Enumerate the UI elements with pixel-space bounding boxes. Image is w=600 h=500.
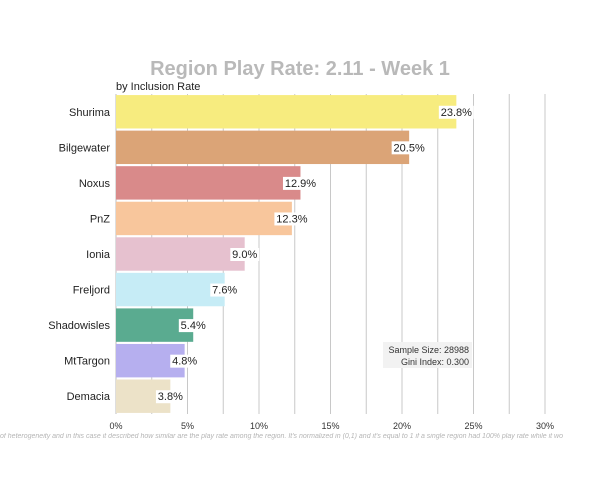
value-label: 4.8% [172,356,197,368]
x-tick-label: 15% [321,421,339,431]
bar [116,130,410,165]
value-label: 7.6% [212,285,237,297]
chart-subtitle: by Inclusion Rate [116,81,201,93]
bars [116,95,457,413]
value-label-bg [274,212,310,226]
value-label: 23.8% [441,107,472,119]
x-tick-label: 30% [536,421,554,431]
value-label-bg [210,283,240,297]
category-label: Ionia [86,249,111,261]
category-labels: Shurima Bilgewater Noxus PnZ Ionia Freljord Sh… [48,107,111,403]
bar [116,201,292,236]
category-label: PnZ [90,213,110,225]
x-tick-labels: 0% 5% 10% 15% 20% 25% 30% [109,421,554,431]
value-label-bg [230,248,260,261]
stats-box [383,342,472,368]
category-label: MtTargon [64,356,110,368]
bar [116,95,457,129]
value-label-bg [282,176,318,190]
footnote: of heterogeneity and in this case it des… [0,433,563,440]
category-label: Shurima [69,107,111,119]
category-label: Demacia [67,391,111,403]
chart-title: Region Play Rate: 2.11 - Week 1 [150,58,450,80]
value-label: 20.5% [394,142,425,154]
value-label: 12.3% [276,213,307,225]
category-label: Freljord [73,285,110,297]
stats-annotation: Sample Size: 28988 Gini Index: 0.300 [383,342,472,368]
x-tick-label: 25% [464,421,482,431]
value-label-bg [155,390,185,404]
gini-index-text: Gini Index: 0.300 [401,357,469,367]
value-label: 3.8% [158,391,183,403]
bar [116,166,301,200]
value-label-bg [178,319,208,333]
value-label: 12.9% [285,178,316,190]
category-label: Shadowisles [48,320,110,332]
bar [116,272,225,307]
category-label: Bilgewater [59,142,111,154]
value-label: 9.0% [232,249,257,261]
value-label-bg [170,354,200,368]
value-labels: 23.8% 20.5% 12.9% 12.3% 9.0% 7.6% 5.4% 4.8% 3.8% [155,105,474,404]
x-tick-label: 10% [250,421,268,431]
sample-size-text: Sample Size: 28988 [388,345,469,355]
value-label-bg [391,141,427,155]
value-label-bg [438,105,474,119]
bar [116,237,245,271]
x-tick-label: 20% [393,421,411,431]
value-label: 5.4% [181,320,206,332]
x-tick-label: 5% [181,421,194,431]
x-tick-label: 0% [109,421,122,431]
category-label: Noxus [79,178,111,190]
